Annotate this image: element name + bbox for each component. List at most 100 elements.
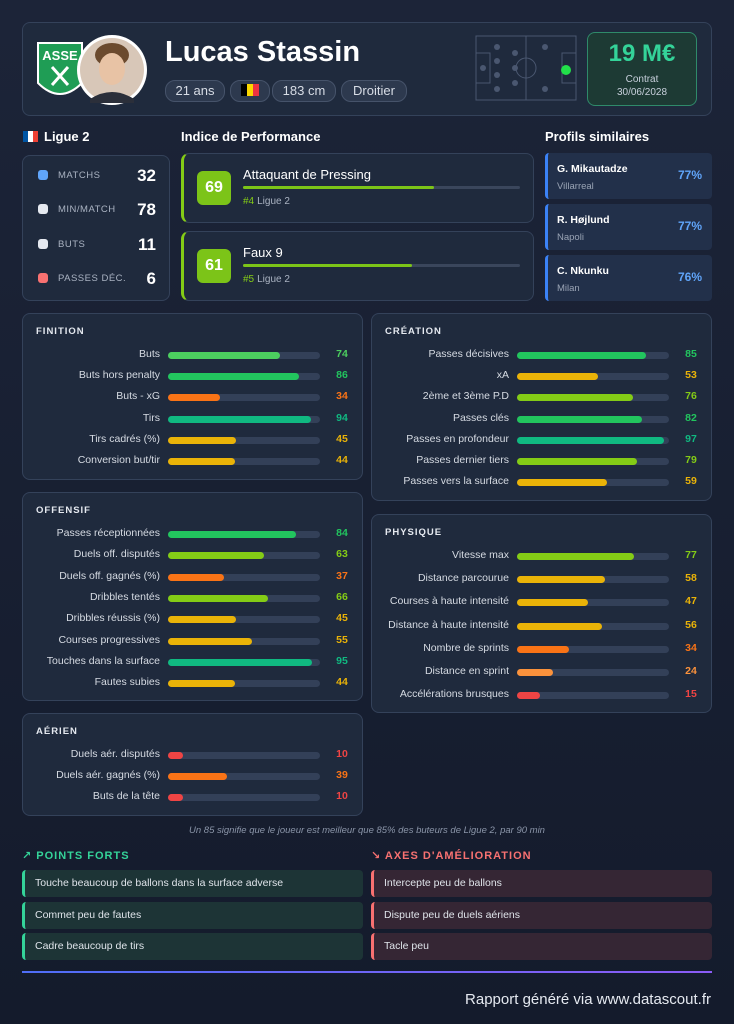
stat-track bbox=[168, 680, 320, 688]
stat-value: 85 bbox=[685, 348, 697, 360]
stat-bar bbox=[517, 622, 603, 630]
stat-label: Passes dernier tiers bbox=[416, 454, 509, 466]
stat-value: 47 bbox=[685, 595, 697, 608]
stat-value: 94 bbox=[336, 411, 348, 424]
foot: Droitier bbox=[341, 80, 407, 102]
stat-label: Passes réceptionnées bbox=[56, 527, 160, 539]
stat-bar bbox=[517, 458, 638, 465]
stat-track bbox=[168, 573, 320, 581]
similar-score: 77% bbox=[677, 219, 702, 233]
stat-value: 34 bbox=[685, 641, 697, 654]
role-score: 61 bbox=[197, 249, 231, 283]
stat-label: Duels off. disputés bbox=[73, 548, 160, 561]
stat-track bbox=[517, 373, 669, 381]
stat-bar bbox=[168, 552, 264, 560]
stat-label: Passes vers la surface bbox=[403, 475, 509, 488]
stat-track bbox=[168, 616, 320, 624]
stat-label: Duels off. gagnés (%) bbox=[59, 569, 160, 582]
stat-track bbox=[168, 394, 320, 402]
stat-label: Tirs cadrés (%) bbox=[89, 432, 160, 445]
role-name: Faux 9 bbox=[243, 245, 283, 260]
stat-bar bbox=[517, 669, 554, 676]
stat-track bbox=[517, 458, 669, 465]
stat-track bbox=[517, 599, 669, 607]
stat-value: 37 bbox=[336, 569, 348, 582]
stat-track bbox=[168, 594, 320, 602]
stat-track bbox=[517, 692, 669, 700]
section-card bbox=[371, 514, 712, 713]
role-bar bbox=[243, 264, 412, 267]
stat-value: 84 bbox=[336, 527, 348, 539]
stat-label: Distance en sprint bbox=[424, 665, 509, 677]
stat-label: Courses progressives bbox=[58, 633, 160, 646]
stat-value: 66 bbox=[336, 590, 348, 603]
section-card bbox=[371, 313, 712, 501]
stat-label: Passes décisives bbox=[428, 348, 509, 360]
stat-bar bbox=[168, 394, 220, 402]
flag-belgium bbox=[241, 84, 259, 96]
stat-bar bbox=[168, 458, 235, 465]
stat-bar bbox=[168, 680, 235, 688]
pitch bbox=[475, 35, 577, 101]
stat-value: 45 bbox=[336, 612, 348, 625]
similar-card bbox=[545, 255, 712, 301]
nationality bbox=[230, 80, 270, 102]
role-name: Attaquant de Pressing bbox=[243, 167, 371, 182]
stat-bar bbox=[168, 616, 237, 624]
stat-value: 86 bbox=[336, 369, 348, 382]
section-title: OFFENSIF bbox=[36, 505, 91, 516]
stat-label: Accélérations brusques bbox=[399, 688, 509, 701]
stat-bar bbox=[517, 599, 589, 607]
stat-value: 95 bbox=[336, 654, 348, 667]
stat-track bbox=[517, 645, 669, 653]
stat-label: 2ème et 3ème P.D bbox=[422, 390, 509, 403]
stat-bar bbox=[168, 752, 184, 759]
stat-value: 82 bbox=[685, 411, 697, 424]
stat-label: Dribbles tentés bbox=[89, 590, 160, 603]
stat-track bbox=[168, 415, 320, 423]
stat-track bbox=[168, 552, 320, 560]
similar-name: C. Nkunku bbox=[557, 265, 609, 277]
stat-value: 53 bbox=[685, 369, 697, 382]
stat-value: 15 bbox=[685, 688, 697, 701]
stat-label: Buts de la tête bbox=[92, 790, 160, 803]
stat-value: 34 bbox=[336, 390, 348, 403]
role-bar bbox=[243, 186, 435, 189]
stat-value: 79 bbox=[685, 454, 697, 466]
stat-bar bbox=[517, 479, 607, 487]
stat-bar bbox=[168, 352, 281, 359]
stat-bar bbox=[517, 352, 647, 359]
flag-france bbox=[23, 131, 38, 142]
stat-value: 44 bbox=[336, 676, 348, 689]
stat-bar bbox=[168, 531, 296, 538]
stat-track bbox=[517, 576, 669, 584]
summary-value: 11 bbox=[138, 234, 156, 254]
similar-score: 76% bbox=[677, 270, 702, 284]
stat-label: Distance parcourue bbox=[417, 572, 509, 585]
stat-bar bbox=[168, 573, 225, 581]
stat-label: Nombre de sprints bbox=[423, 641, 509, 654]
stat-bar bbox=[168, 773, 228, 781]
stat-value: 10 bbox=[336, 790, 348, 803]
rank-league: Ligue 2 bbox=[257, 196, 290, 207]
summary-value: 32 bbox=[137, 166, 156, 185]
stat-value: 56 bbox=[685, 618, 697, 631]
stat-track bbox=[168, 637, 320, 645]
improvements-title-text: AXES D'AMÉLIORATION bbox=[384, 850, 532, 862]
value-card bbox=[587, 32, 697, 106]
stat-bar bbox=[168, 637, 252, 645]
age: 21 ans bbox=[165, 80, 225, 102]
similar-name: G. Mikautadze bbox=[557, 163, 628, 175]
section-title: AÉRIEN bbox=[36, 726, 78, 737]
stat-track bbox=[517, 669, 669, 676]
stat-track bbox=[168, 752, 320, 759]
performance-title: Indice de Performance bbox=[181, 129, 321, 144]
stat-bar bbox=[168, 373, 299, 381]
similar-club: Villarreal bbox=[557, 181, 594, 192]
stat-track bbox=[168, 773, 320, 781]
stat-bar bbox=[517, 645, 569, 653]
logos: ASSE bbox=[37, 35, 147, 105]
stat-bar bbox=[517, 373, 598, 381]
stat-bar bbox=[168, 415, 311, 423]
